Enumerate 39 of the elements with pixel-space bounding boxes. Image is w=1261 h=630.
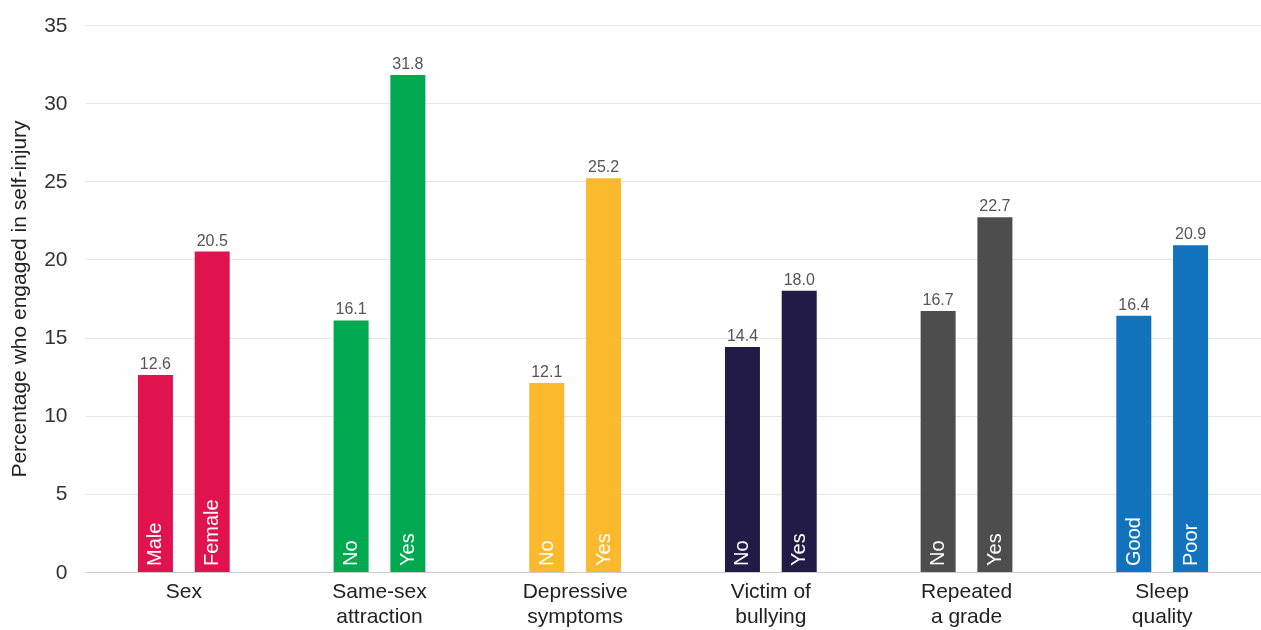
y-tick-label: 35 <box>44 12 68 36</box>
y-tick-label: 5 <box>55 481 68 505</box>
text: Repeated a grade <box>920 578 1013 627</box>
y-tick-label: 15 <box>44 325 68 349</box>
text: Depressive symptoms <box>522 578 628 627</box>
x-tick-label: Yes <box>591 533 614 566</box>
x-tick-label: No <box>926 540 949 566</box>
text: Sex <box>165 578 203 602</box>
x-tick-label: No <box>534 540 557 566</box>
y-tick-label: 20 <box>44 246 68 270</box>
data-label: 18.0 <box>783 270 815 288</box>
y-axis-title: Percentage who engaged in self-injury <box>7 119 31 478</box>
data-label: 12.6 <box>139 355 172 373</box>
y-tick-label: 25 <box>44 168 68 192</box>
data-label: 16.7 <box>922 291 954 308</box>
data-label: 22.7 <box>979 197 1011 215</box>
x-tick-label: Yes <box>787 533 810 566</box>
x-tick-label: Good <box>1121 517 1144 566</box>
data-label: 16.4 <box>1118 295 1150 313</box>
text: Victim of bullying <box>730 578 812 627</box>
x-tick-label: Yes <box>395 533 418 566</box>
y-tick-label: 10 <box>44 403 68 427</box>
data-label: 16.1 <box>335 300 367 318</box>
x-tick-label: Male <box>143 522 166 566</box>
data-label: 14.4 <box>726 326 759 344</box>
x-tick-label: No <box>339 540 362 566</box>
data-label: 31.8 <box>392 55 424 73</box>
y-tick-label: 0 <box>55 559 68 583</box>
data-label: 12.1 <box>531 362 563 380</box>
x-tick-label: No <box>730 540 753 566</box>
text: Same-sex attraction <box>332 578 428 627</box>
x-tick-label: Poor <box>1178 523 1201 566</box>
x-tick-label: Yes <box>982 533 1005 566</box>
y-tick-label: 30 <box>44 90 68 114</box>
x-tick-label: Female <box>200 499 223 566</box>
data-label: 20.5 <box>196 231 228 249</box>
data-label: 20.9 <box>1175 225 1207 243</box>
text: Sleep quality <box>1131 578 1194 627</box>
data-label: 25.2 <box>587 158 620 176</box>
